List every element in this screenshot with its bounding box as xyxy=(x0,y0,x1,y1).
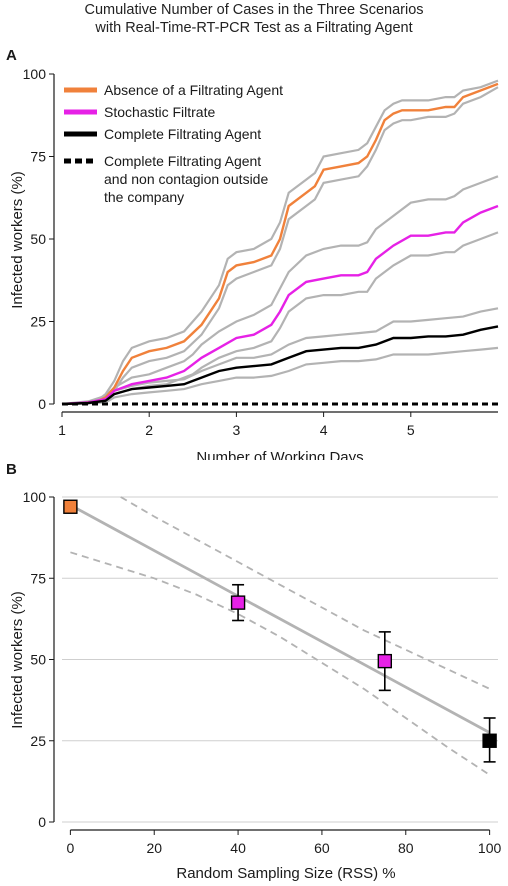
y-tick-label-100: 100 xyxy=(23,489,47,505)
y-tick-label-0: 0 xyxy=(38,814,46,830)
series-line-0 xyxy=(61,82,499,406)
ci-upper xyxy=(120,496,490,690)
band-upper-0 xyxy=(61,79,499,406)
series-line-2 xyxy=(61,325,499,406)
legend-label-3: Complete Filtrating Agent xyxy=(104,153,261,169)
x-tick-label-0: 0 xyxy=(66,840,74,856)
figure-title-line-2: with Real-Time-RT-PCR Test as a Filtrati… xyxy=(95,20,413,36)
x-tick-label-80: 80 xyxy=(398,840,414,856)
x-tick-label-60: 60 xyxy=(314,840,330,856)
x-tick-label-100: 100 xyxy=(478,840,502,856)
y-tick-label-25: 25 xyxy=(30,733,46,749)
band-lower-1 xyxy=(61,231,499,406)
x-tick-label-4: 4 xyxy=(320,422,328,438)
legend-label-1: Stochastic Filtrate xyxy=(104,104,215,120)
x-tick-label-40: 40 xyxy=(230,840,246,856)
band-upper-1 xyxy=(61,175,499,406)
panel-label-a: A xyxy=(6,47,17,64)
y-tick-label-50: 50 xyxy=(30,652,46,668)
fit-line xyxy=(69,503,491,734)
legend: Absence of a Filtrating Agent Stochastic … xyxy=(64,82,283,205)
y-tick-label-75: 75 xyxy=(30,570,46,586)
data-point-3 xyxy=(482,733,497,748)
gridlines xyxy=(62,496,498,823)
x-tick-label-3: 3 xyxy=(233,422,241,438)
figure-title-line-1: Cumulative Number of Cases in the Three … xyxy=(84,2,424,18)
x-tick-label-1: 1 xyxy=(58,422,66,438)
series-lines xyxy=(61,82,499,406)
legend-label-3-2: the company xyxy=(104,189,184,205)
x-axis-label-b: Random Sampling Size (RSS) % xyxy=(176,865,395,882)
confidence-bands xyxy=(61,79,499,406)
axes: 0 20 40 60 80 100 0 25 50 75 100 xyxy=(23,489,502,856)
band-lower-2 xyxy=(61,346,499,406)
y-axis-label-a: Infected workers (%) xyxy=(9,171,26,309)
y-tick-label-75: 75 xyxy=(30,149,46,165)
legend-label-0: Absence of a Filtrating Agent xyxy=(104,82,283,98)
legend-label-2: Complete Filtrating Agent xyxy=(104,126,261,142)
y-tick-label-50: 50 xyxy=(30,231,46,247)
data-point-0 xyxy=(63,499,78,514)
regression-line xyxy=(69,503,491,734)
data-point-1 xyxy=(230,595,246,610)
ci-lower xyxy=(70,551,491,776)
series-line-1 xyxy=(61,204,499,406)
x-tick-label-20: 20 xyxy=(146,840,162,856)
x-tick-label-2: 2 xyxy=(145,422,153,438)
x-axis-label-a: Number of Working Days xyxy=(196,449,363,460)
y-tick-label-25: 25 xyxy=(30,314,46,330)
y-axis-label-b: Infected workers (%) xyxy=(9,591,26,729)
data-point-2 xyxy=(377,653,393,669)
data-points xyxy=(63,499,497,763)
band-upper-2 xyxy=(61,307,499,406)
x-tick-label-5: 5 xyxy=(407,422,415,438)
confidence-interval xyxy=(70,496,491,776)
y-tick-label-100: 100 xyxy=(23,66,47,82)
panel-label-b: B xyxy=(6,461,17,478)
legend-label-3-1: and non contagion outside xyxy=(104,171,268,187)
y-tick-label-0: 0 xyxy=(38,396,46,412)
band-lower-0 xyxy=(61,86,499,406)
